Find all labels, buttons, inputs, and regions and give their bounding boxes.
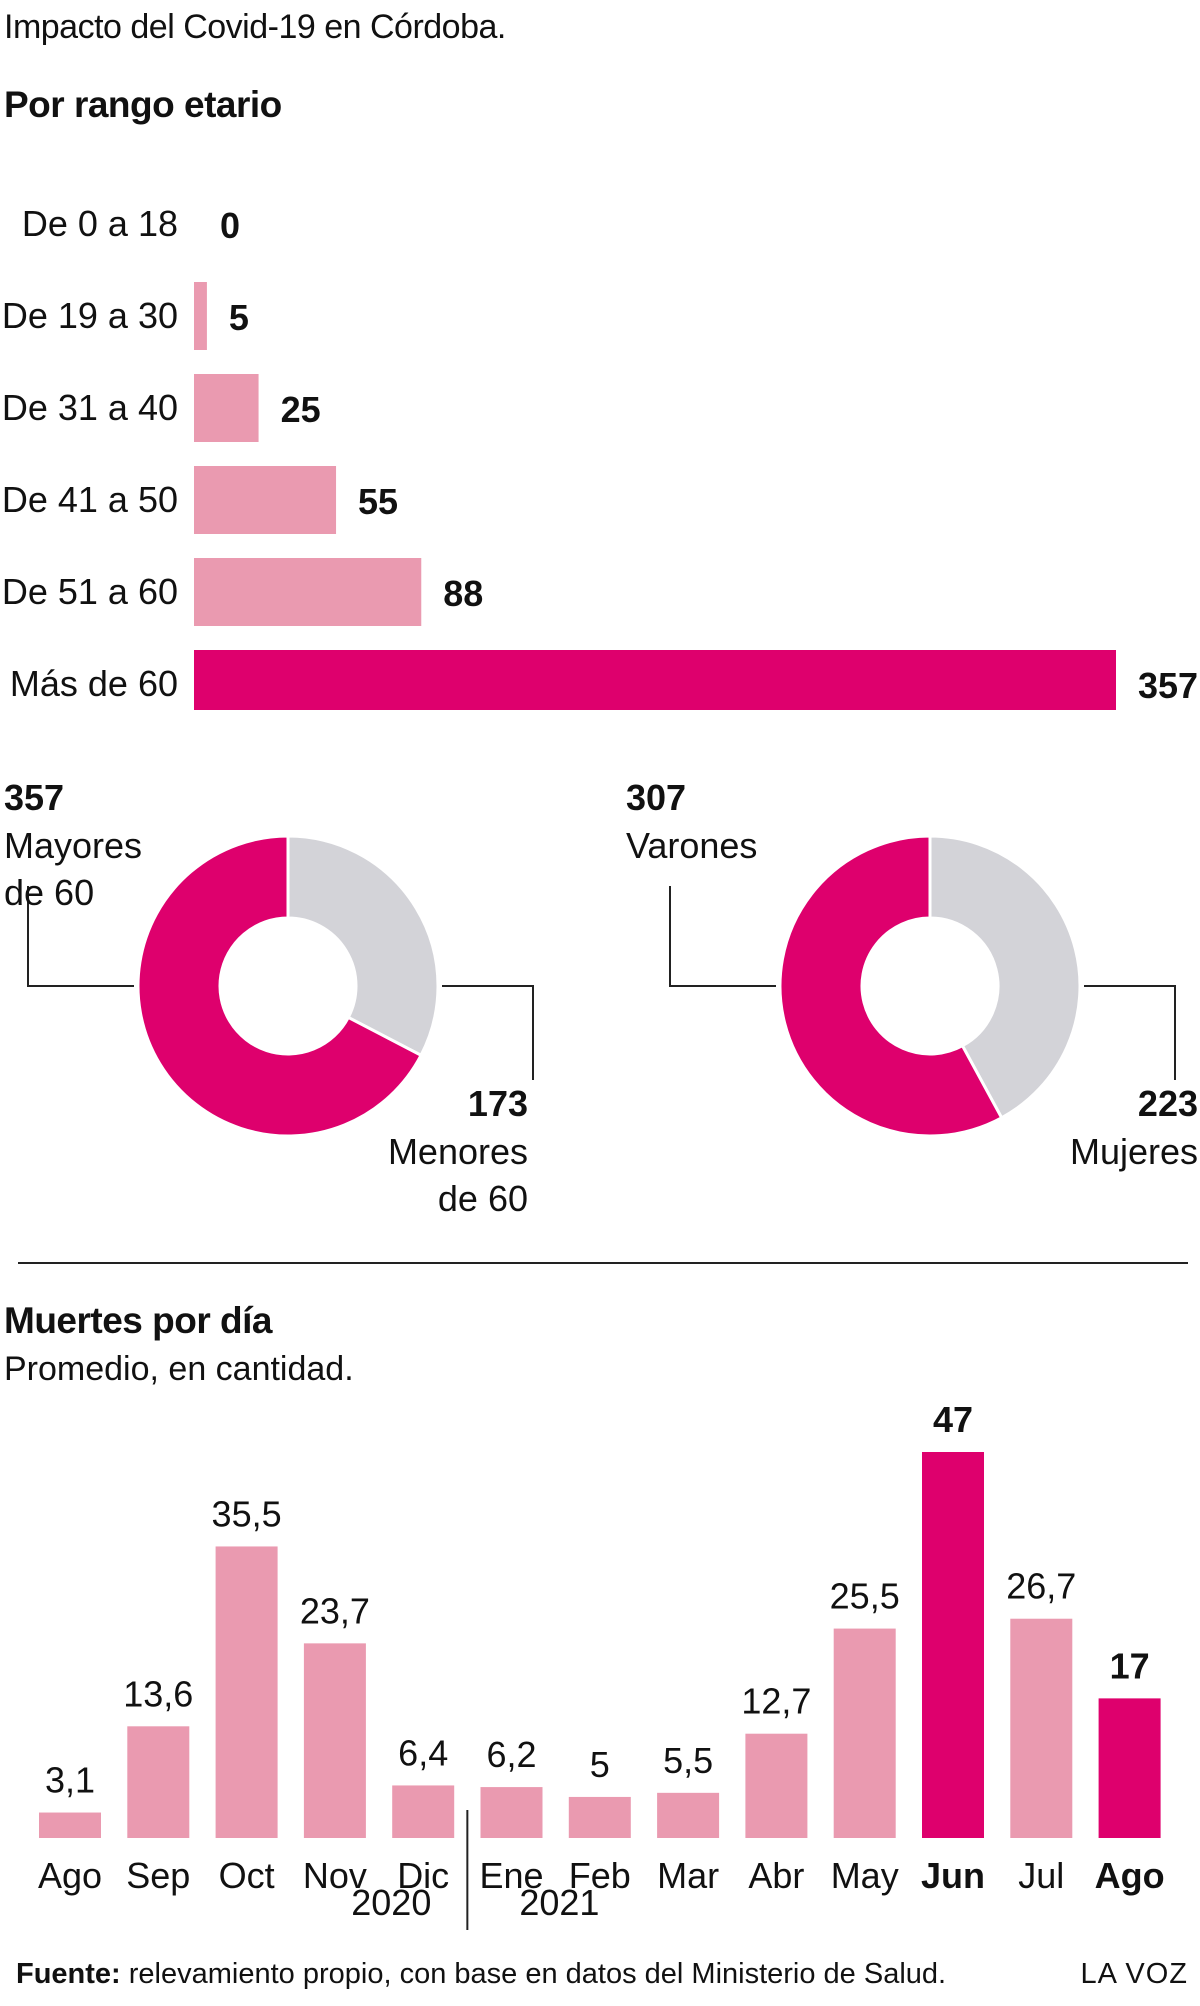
month-value-label: 5,5 xyxy=(663,1740,713,1781)
donut-slice-label: Mayores xyxy=(4,825,142,866)
age-value-label: 25 xyxy=(281,389,321,430)
age-category-label: De 51 a 60 xyxy=(2,571,178,612)
month-category-label: Ene xyxy=(479,1855,543,1896)
month-value-label: 5 xyxy=(590,1744,610,1785)
month-value-label: 25,5 xyxy=(830,1576,900,1617)
age-category-label: De 19 a 30 xyxy=(2,295,178,336)
month-value-label: 23,7 xyxy=(300,1590,370,1631)
month-bar xyxy=(127,1726,190,1838)
age-bar xyxy=(194,374,259,442)
donut-slice xyxy=(928,834,1082,1120)
donut-charts: 357 Mayores de 60 173 Menores de 60 307 Varones… xyxy=(4,780,1198,1219)
monthly-deaths-bar-chart: 3,1 Ago 13,6 Sep 35,5 Oct 23,7 Nov 6,4 Dic 6,2 Ene 5… xyxy=(38,1399,1165,1930)
month-bar xyxy=(39,1812,101,1838)
month-value-label: 17 xyxy=(1110,1645,1150,1686)
age-bar xyxy=(194,282,207,350)
page-title: Impacto del Covid-19 en Córdoba. xyxy=(4,8,506,46)
year-label: 2020 xyxy=(351,1882,431,1923)
age-value-label: 88 xyxy=(443,573,483,614)
donut-slice-label: Mujeres xyxy=(1070,1131,1198,1172)
age-value-label: 0 xyxy=(220,205,240,246)
month-value-label: 6,4 xyxy=(398,1732,448,1773)
donut-slice-label: Menores xyxy=(388,1131,528,1172)
month-bar xyxy=(922,1452,984,1838)
year-label: 2021 xyxy=(519,1882,599,1923)
age-category-label: De 41 a 50 xyxy=(2,479,178,520)
month-value-label: 26,7 xyxy=(1006,1566,1076,1607)
month-bar xyxy=(568,1796,631,1838)
month-category-label: Mar xyxy=(657,1855,719,1896)
donut-slice xyxy=(286,834,440,1058)
month-bar xyxy=(303,1643,366,1838)
month-value-label: 47 xyxy=(933,1399,973,1440)
month-value-label: 6,2 xyxy=(486,1734,536,1775)
footer: Fuente: relevamiento propio, con base en… xyxy=(16,1958,1192,1998)
month-category-label: Oct xyxy=(219,1855,275,1896)
age-chart-title: Por rango etario xyxy=(4,84,282,125)
month-bar xyxy=(1098,1698,1161,1838)
month-category-label: Dic xyxy=(397,1855,449,1896)
month-category-label: Ago xyxy=(1095,1855,1165,1896)
donut-value-label: 307 xyxy=(626,780,686,818)
age-category-label: Más de 60 xyxy=(10,663,178,704)
month-category-label: Ago xyxy=(38,1855,102,1896)
age-value-label: 357 xyxy=(1138,665,1198,706)
donut-slice-label: de 60 xyxy=(4,872,94,913)
month-bar xyxy=(392,1785,455,1838)
month-value-label: 12,7 xyxy=(741,1681,811,1722)
source-text: relevamiento propio, con base en datos d… xyxy=(120,1958,947,1990)
month-category-label: Abr xyxy=(748,1855,804,1896)
month-value-label: 35,5 xyxy=(212,1493,282,1534)
month-category-label: May xyxy=(831,1855,899,1896)
donut-value-label: 223 xyxy=(1138,1083,1198,1124)
donut-leader-line xyxy=(27,886,134,987)
age-bar xyxy=(194,558,422,626)
donut-leader-line xyxy=(442,985,534,1080)
month-bar xyxy=(480,1787,543,1838)
month-category-label: Jun xyxy=(921,1855,985,1896)
donut-slice xyxy=(136,834,424,1138)
deaths-chart-title: Muertes por día xyxy=(4,1300,273,1341)
age-value-label: 55 xyxy=(358,481,398,522)
source-label: Fuente: xyxy=(16,1958,121,1990)
month-category-label: Sep xyxy=(126,1855,190,1896)
month-value-label: 3,1 xyxy=(45,1760,95,1801)
month-category-label: Feb xyxy=(569,1855,631,1896)
month-category-label: Nov xyxy=(303,1855,367,1896)
donut-leader-line xyxy=(1084,985,1176,1080)
age-bar xyxy=(194,466,337,534)
section-divider xyxy=(18,1262,1188,1264)
donut-slice-label: Varones xyxy=(626,825,757,866)
brand-logo: LA VOZ xyxy=(1080,1958,1188,1990)
age-value-label: 5 xyxy=(229,297,249,338)
donut-value-label: 173 xyxy=(468,1083,528,1124)
month-bar xyxy=(657,1792,720,1838)
month-value-label: 13,6 xyxy=(123,1673,193,1714)
age-category-label: De 0 a 18 xyxy=(22,203,178,244)
donut-value-label: 357 xyxy=(4,780,64,818)
donut-slice xyxy=(778,834,1004,1138)
age-bar-chart: De 0 a 18 0 De 19 a 30 5 De 31 a 40 25 De 41 a… xyxy=(2,203,1198,710)
month-bar xyxy=(215,1546,278,1838)
age-bar xyxy=(194,650,1116,710)
donut-slice-label: de 60 xyxy=(438,1178,528,1219)
month-bar xyxy=(1010,1618,1073,1838)
deaths-chart-subtitle: Promedio, en cantidad. xyxy=(4,1350,354,1388)
month-bar xyxy=(833,1628,896,1838)
month-category-label: Jul xyxy=(1018,1855,1064,1896)
age-category-label: De 31 a 40 xyxy=(2,387,178,428)
donut-leader-line xyxy=(669,886,776,987)
month-bar xyxy=(745,1733,808,1838)
